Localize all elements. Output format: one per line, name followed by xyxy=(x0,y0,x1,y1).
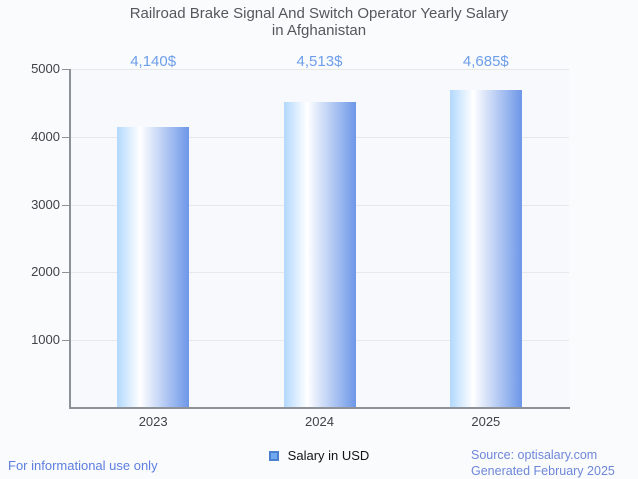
x-axis-line xyxy=(69,407,570,409)
y-tick-3000 xyxy=(62,204,69,206)
bar-2024[interactable] xyxy=(283,102,356,408)
y-tick-label-5000: 5000 xyxy=(31,61,60,76)
source-line: Source: optisalary.com xyxy=(471,448,598,462)
value-label-2023: 4,140$ xyxy=(130,53,177,70)
value-label-2024: 4,513$ xyxy=(296,53,343,70)
y-tick-label-1000: 1000 xyxy=(31,332,60,348)
legend-marker-icon xyxy=(268,450,279,461)
y-tick-2000 xyxy=(62,272,69,274)
y-axis-line xyxy=(69,69,71,408)
y-tick-5000 xyxy=(62,69,69,70)
source-block: Source: optisalary.com Generated Februar… xyxy=(471,447,615,479)
legend-label: Salary in USD xyxy=(287,448,370,463)
chart-title: Railroad Brake Signal And Switch Operato… xyxy=(0,5,638,39)
y-tick-4000 xyxy=(62,136,69,138)
y-tick-1000 xyxy=(62,340,69,342)
x-tick-label-2023: 2023 xyxy=(138,414,168,429)
chart-title-line1: Railroad Brake Signal And Switch Operato… xyxy=(129,5,509,22)
value-label-2025: 4,685$ xyxy=(462,53,509,70)
chart-title-line2: in Afghanistan xyxy=(271,22,367,39)
legend[interactable]: Salary in USD xyxy=(0,448,638,463)
x-tick-label-2024: 2024 xyxy=(305,414,334,429)
y-tick-label-2000: 2000 xyxy=(31,264,60,280)
y-tick-label-4000: 4000 xyxy=(31,128,60,144)
bar-2023[interactable] xyxy=(117,127,190,408)
x-tick-label-2025: 2025 xyxy=(471,414,501,429)
y-tick-label-3000: 3000 xyxy=(31,196,60,212)
gridline-5000 xyxy=(70,69,569,70)
disclaimer-text: For informational use only xyxy=(8,458,158,473)
generated-line: Generated February 2025 xyxy=(471,464,615,478)
bar-2025[interactable] xyxy=(449,90,522,408)
